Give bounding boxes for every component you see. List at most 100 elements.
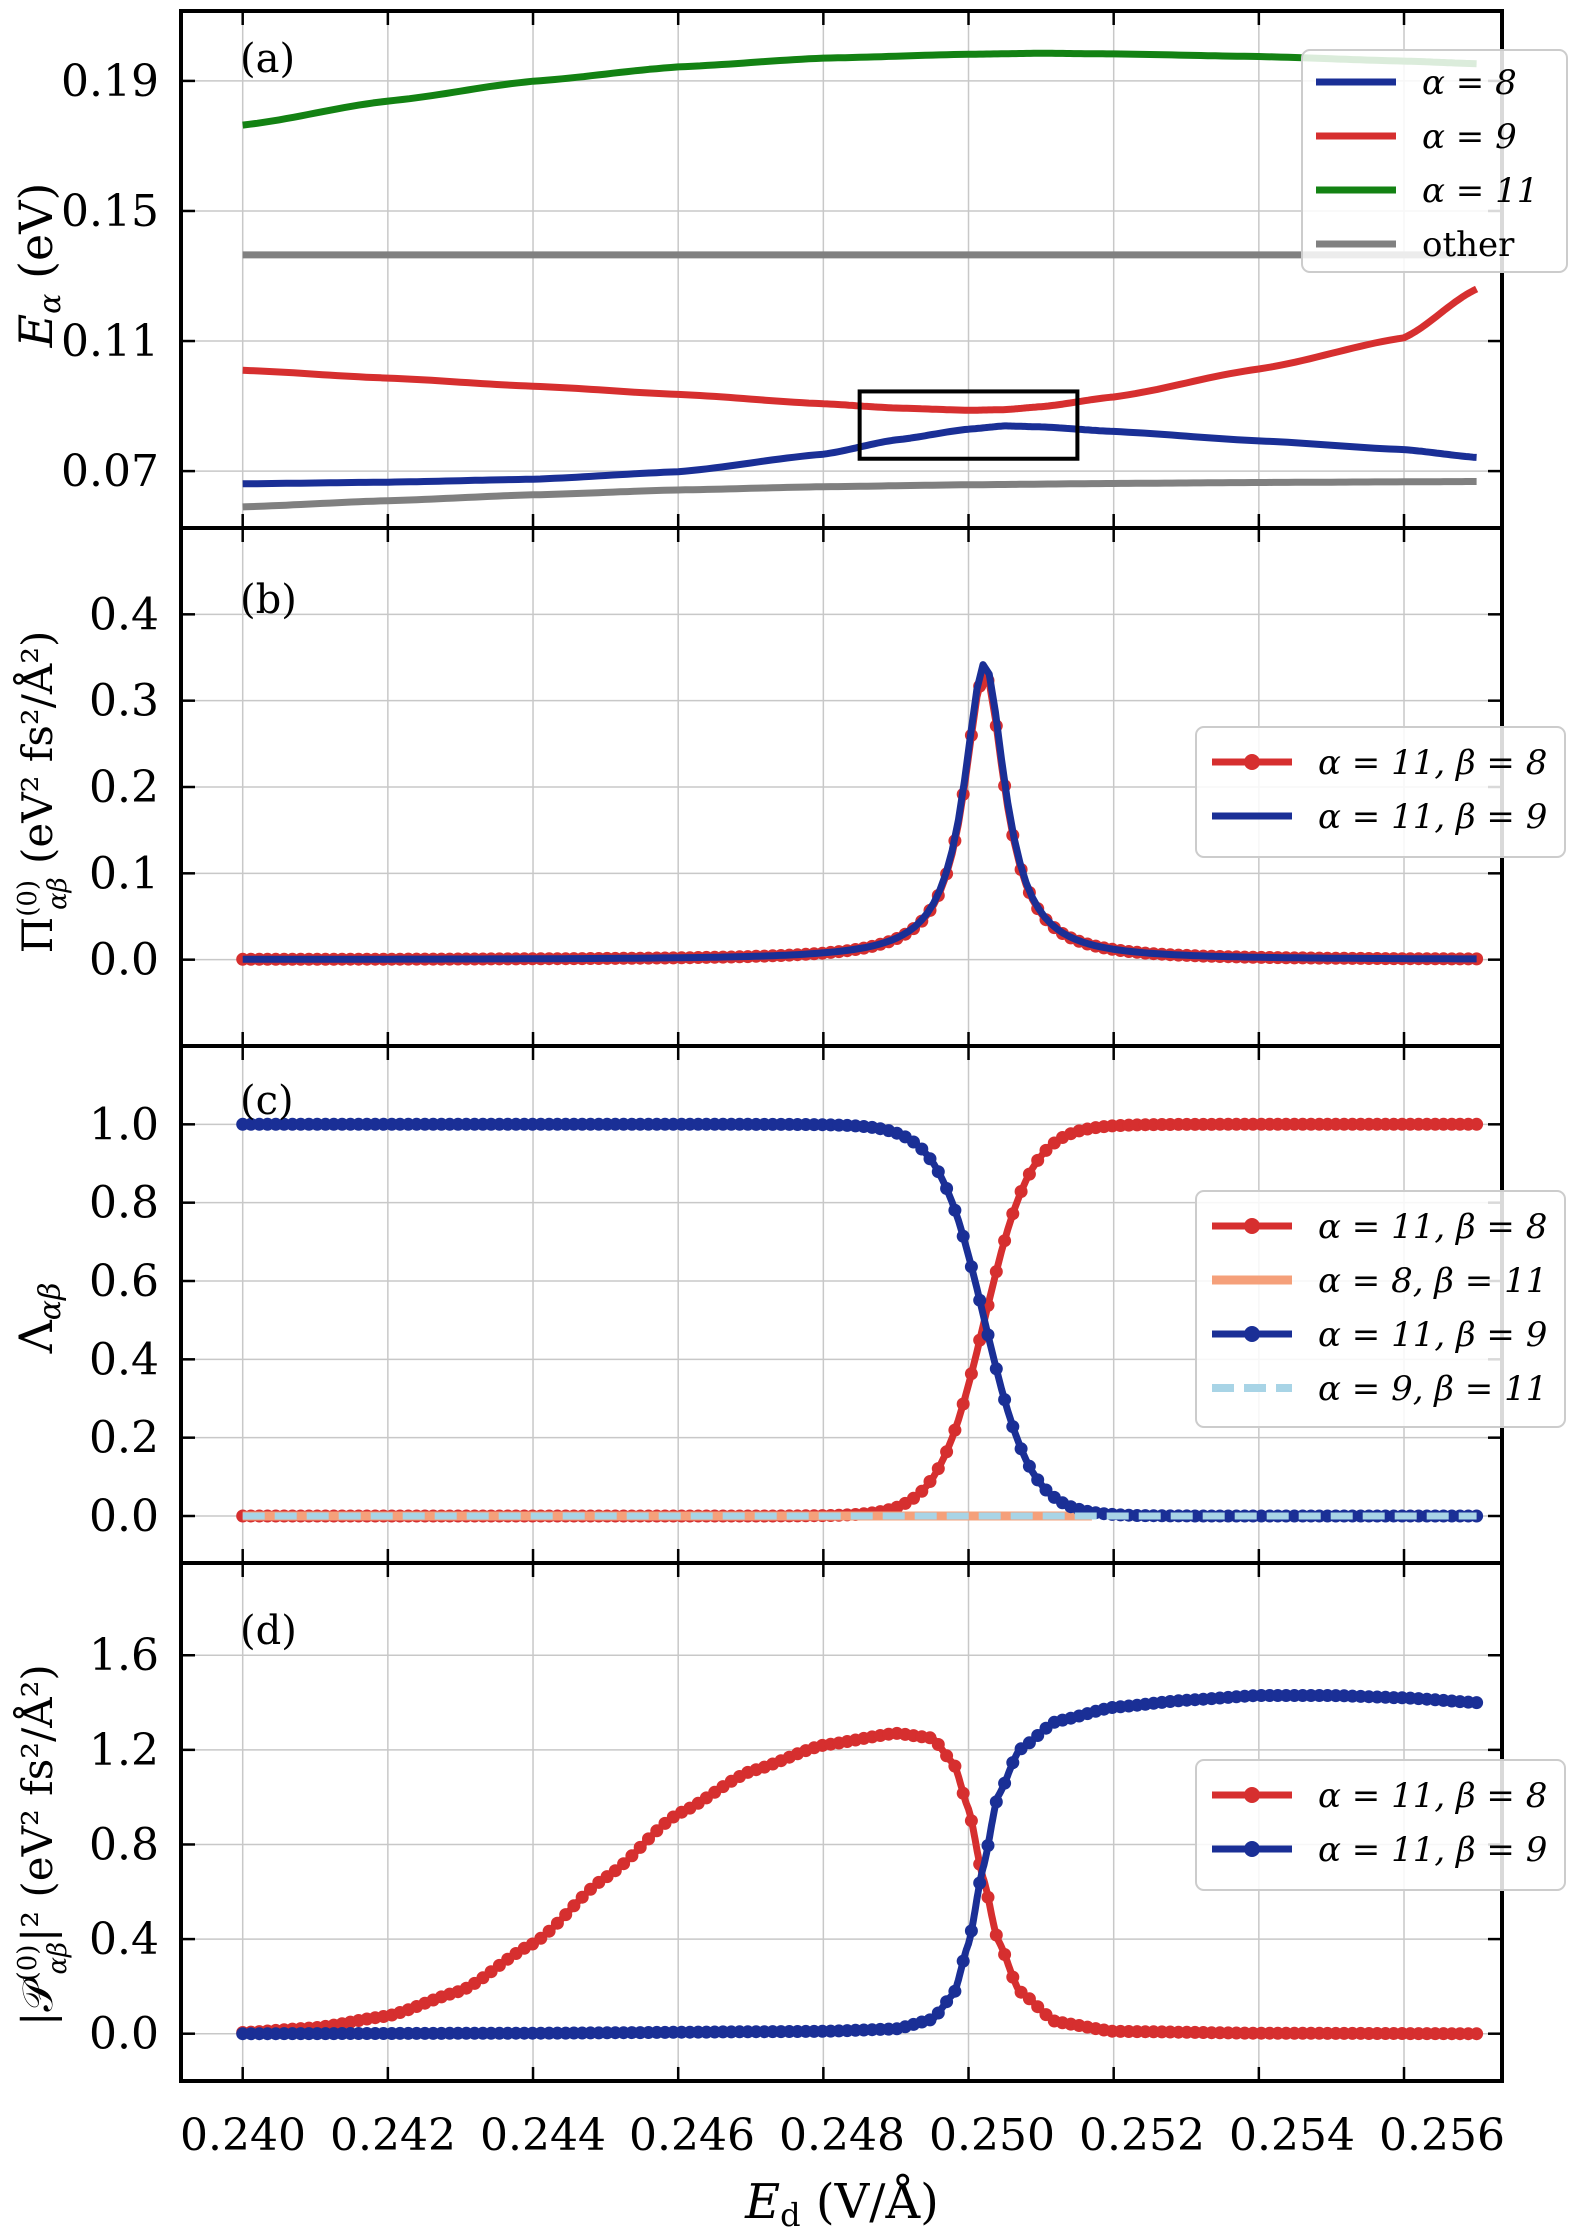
data-point [923, 1152, 937, 1166]
y-axis-label-c: Λαβ [9, 1283, 68, 1355]
data-point [956, 1954, 970, 1968]
series-line [242, 478, 1477, 511]
data-point [559, 1908, 573, 1922]
y-tick-label: 0.15 [61, 186, 159, 237]
data-point [1039, 1483, 1053, 1497]
data-layer [236, 49, 1484, 2041]
data-point [1006, 1756, 1020, 1770]
legend-marker-red [1244, 1787, 1260, 1803]
legend-label: α = 11, β = 8 [1318, 1207, 1547, 1247]
data-point [633, 1840, 647, 1854]
legend-label: α = 11, β = 9 [1318, 1315, 1547, 1355]
zoom-rectangle [857, 389, 1080, 461]
data-point [973, 1293, 987, 1307]
data-point [948, 1984, 962, 1998]
legend-label: α = 11, β = 9 [1318, 1830, 1547, 1870]
y-tick-label: 0.4 [89, 1914, 159, 1965]
x-tick-label: 0.242 [330, 2110, 456, 2161]
data-point [998, 1393, 1012, 1407]
data-point [931, 1165, 945, 1179]
data-point [567, 1899, 581, 1913]
data-point [973, 1876, 987, 1890]
data-point [956, 1229, 970, 1243]
data-point [1006, 1970, 1020, 1984]
data-point [1470, 2027, 1484, 2041]
y-tick-label: 0.0 [89, 935, 159, 986]
data-point [1022, 1992, 1036, 2006]
legend-label: α = 8, β = 11 [1318, 1261, 1547, 1301]
data-point [931, 2006, 945, 2020]
legend-label: α = 11, β = 8 [1318, 1776, 1547, 1816]
y-tick-labels: 0.07 0.11 0.15 0.19 0.0 0.1 0.2 0.3 0.4 0.0 0.2 0.4… [61, 56, 159, 2060]
y-tick-label: 1.2 [89, 1725, 159, 1776]
data-point [998, 1948, 1012, 1961]
legend-box [1195, 1190, 1566, 1428]
y-axis-label-a: Eα (eV) [9, 183, 68, 349]
data-point [1031, 2000, 1045, 2014]
data-point [989, 1265, 1003, 1279]
data-point [956, 1397, 970, 1411]
data-point [617, 1857, 631, 1871]
y-tick-label: 0.19 [61, 56, 159, 107]
legend-label: α = 9 [1422, 117, 1517, 157]
y-tick-label: 0.6 [89, 1256, 159, 1307]
data-point [964, 1814, 978, 1828]
legend-marker-red [1244, 754, 1260, 770]
data-point [915, 1484, 929, 1498]
panel-label-d: (d) [240, 1608, 297, 1654]
legend-marker-blue [1244, 1326, 1260, 1342]
data-point [940, 1182, 954, 1195]
data-point [542, 1924, 556, 1938]
data-point [915, 1142, 929, 1156]
data-point [1039, 1143, 1053, 1157]
legend-c: α = 11, β = 8 α = 8, β = 11 α = 11, β = … [1195, 1190, 1566, 1428]
legend-box [1301, 49, 1568, 273]
data-point [981, 1328, 995, 1342]
legend-d: α = 11, β = 8 α = 11, β = 9 [1195, 1759, 1566, 1891]
data-point [1006, 1207, 1020, 1221]
y-tick-label: 0.1 [89, 848, 159, 899]
data-point [989, 1928, 1003, 1942]
data-point [964, 1367, 978, 1381]
x-tick-label: 0.246 [629, 2110, 755, 2161]
x-tick-label: 0.256 [1379, 2110, 1505, 2161]
data-point [956, 1786, 970, 1800]
y-tick-label: 0.0 [89, 2009, 159, 2060]
y-tick-label: 0.0 [89, 1491, 159, 1542]
data-point [964, 1924, 978, 1938]
legend-label: α = 11, β = 9 [1318, 797, 1547, 837]
legend-marker-blue [1244, 1841, 1260, 1857]
y-tick-label: 0.07 [61, 446, 159, 497]
x-tick-label: 0.240 [180, 2110, 306, 2161]
y-tick-label: 0.2 [89, 1413, 159, 1464]
data-point [1014, 1442, 1028, 1456]
data-point [940, 1995, 954, 2009]
y-tick-label: 0.3 [89, 676, 159, 727]
panel-label-a: (a) [240, 36, 295, 82]
data-point [575, 1890, 589, 1904]
data-point [964, 1260, 978, 1274]
series-line [242, 49, 1477, 129]
x-axis-label: Ed (V/Å) [744, 2173, 939, 2234]
data-point [940, 1445, 954, 1459]
data-point [981, 1839, 995, 1852]
x-tick-label: 0.252 [1079, 2110, 1205, 2161]
data-point [948, 1203, 962, 1217]
legend-b: α = 11, β = 8 α = 11, β = 9 [1195, 726, 1566, 858]
data-point [998, 1234, 1012, 1248]
data-point [550, 1916, 564, 1930]
data-point [981, 1890, 995, 1904]
x-tick-label: 0.248 [779, 2110, 905, 2161]
legend-label: α = 9, β = 11 [1318, 1369, 1547, 1409]
series-line [242, 285, 1479, 414]
series-line [242, 422, 1477, 488]
legend-label: other [1422, 225, 1515, 265]
y-tick-label: 0.11 [61, 316, 159, 367]
x-tick-label: 0.244 [480, 2110, 606, 2161]
y-tick-label: 0.8 [89, 1819, 159, 1870]
y-tick-label: 1.6 [89, 1630, 159, 1681]
data-point [642, 1832, 655, 1846]
y-tick-label: 0.4 [89, 589, 159, 640]
data-point [989, 1362, 1003, 1376]
